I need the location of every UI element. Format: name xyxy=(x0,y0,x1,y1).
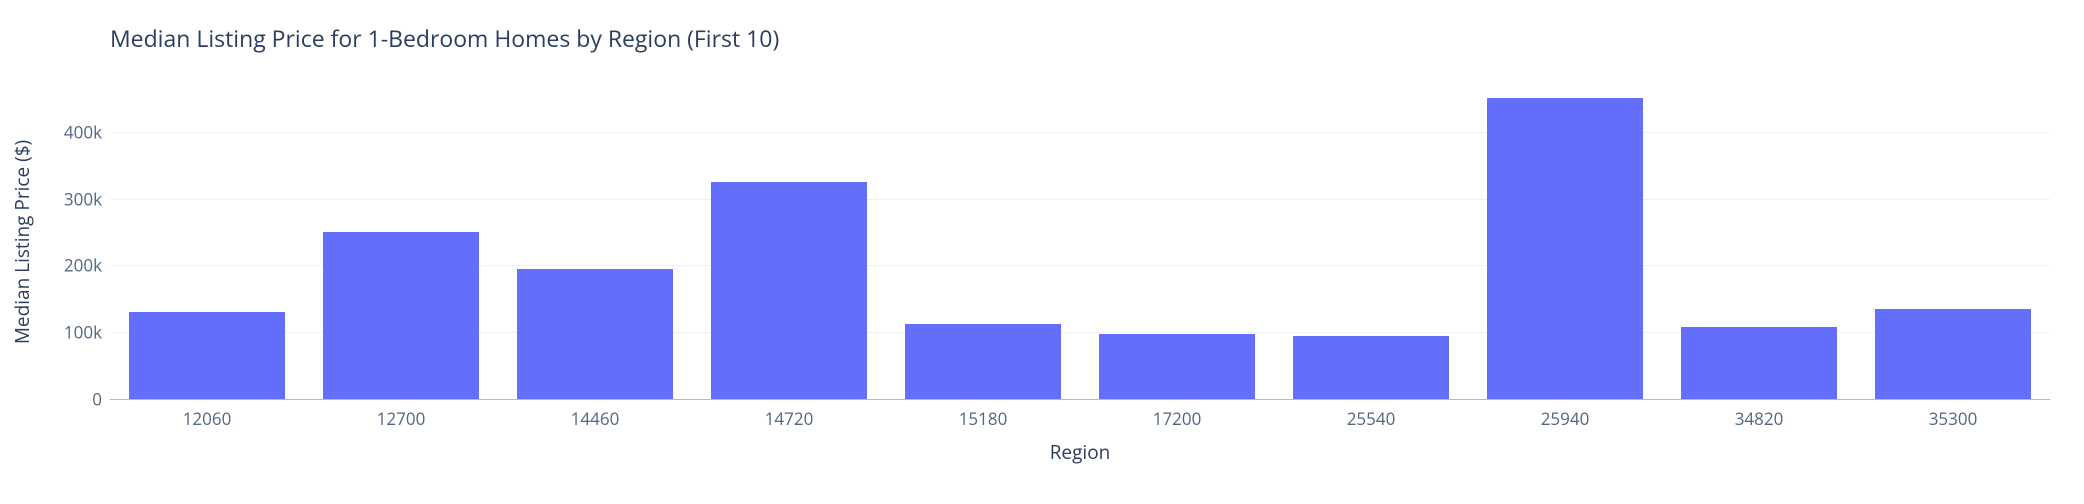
chart-container: Median Listing Price for 1-Bedroom Homes… xyxy=(0,0,2084,504)
bar[interactable] xyxy=(517,269,672,399)
y-tick-label: 100k xyxy=(64,321,110,344)
y-tick-label: 0 xyxy=(92,388,110,411)
chart-title: Median Listing Price for 1-Bedroom Homes… xyxy=(110,22,779,54)
bar[interactable] xyxy=(1293,336,1448,399)
y-axis-title: Median Listing Price ($) xyxy=(9,140,35,344)
bar[interactable] xyxy=(1875,309,2030,399)
bar[interactable] xyxy=(323,232,478,399)
plot-area: 0100k200k300k400k12060127001446014720151… xyxy=(110,85,2050,399)
gridline xyxy=(110,199,2050,200)
y-tick-label: 400k xyxy=(64,120,110,143)
bar[interactable] xyxy=(1681,327,1836,399)
x-tick-label: 25940 xyxy=(1541,399,1590,430)
x-tick-label: 12060 xyxy=(183,399,232,430)
bar[interactable] xyxy=(1099,334,1254,399)
x-tick-label: 34820 xyxy=(1735,399,1784,430)
x-tick-label: 12700 xyxy=(377,399,426,430)
bar[interactable] xyxy=(905,324,1060,399)
x-tick-label: 35300 xyxy=(1929,399,1978,430)
gridline xyxy=(110,132,2050,133)
bar[interactable] xyxy=(1487,98,1642,399)
bar[interactable] xyxy=(129,312,284,399)
x-tick-label: 14460 xyxy=(571,399,620,430)
y-tick-label: 300k xyxy=(64,187,110,210)
y-tick-label: 200k xyxy=(64,254,110,277)
bar[interactable] xyxy=(711,182,866,399)
x-tick-label: 17200 xyxy=(1153,399,1202,430)
x-tick-label: 15180 xyxy=(959,399,1008,430)
x-axis-title: Region xyxy=(1050,439,1111,465)
x-tick-label: 25540 xyxy=(1347,399,1396,430)
x-tick-label: 14720 xyxy=(765,399,814,430)
